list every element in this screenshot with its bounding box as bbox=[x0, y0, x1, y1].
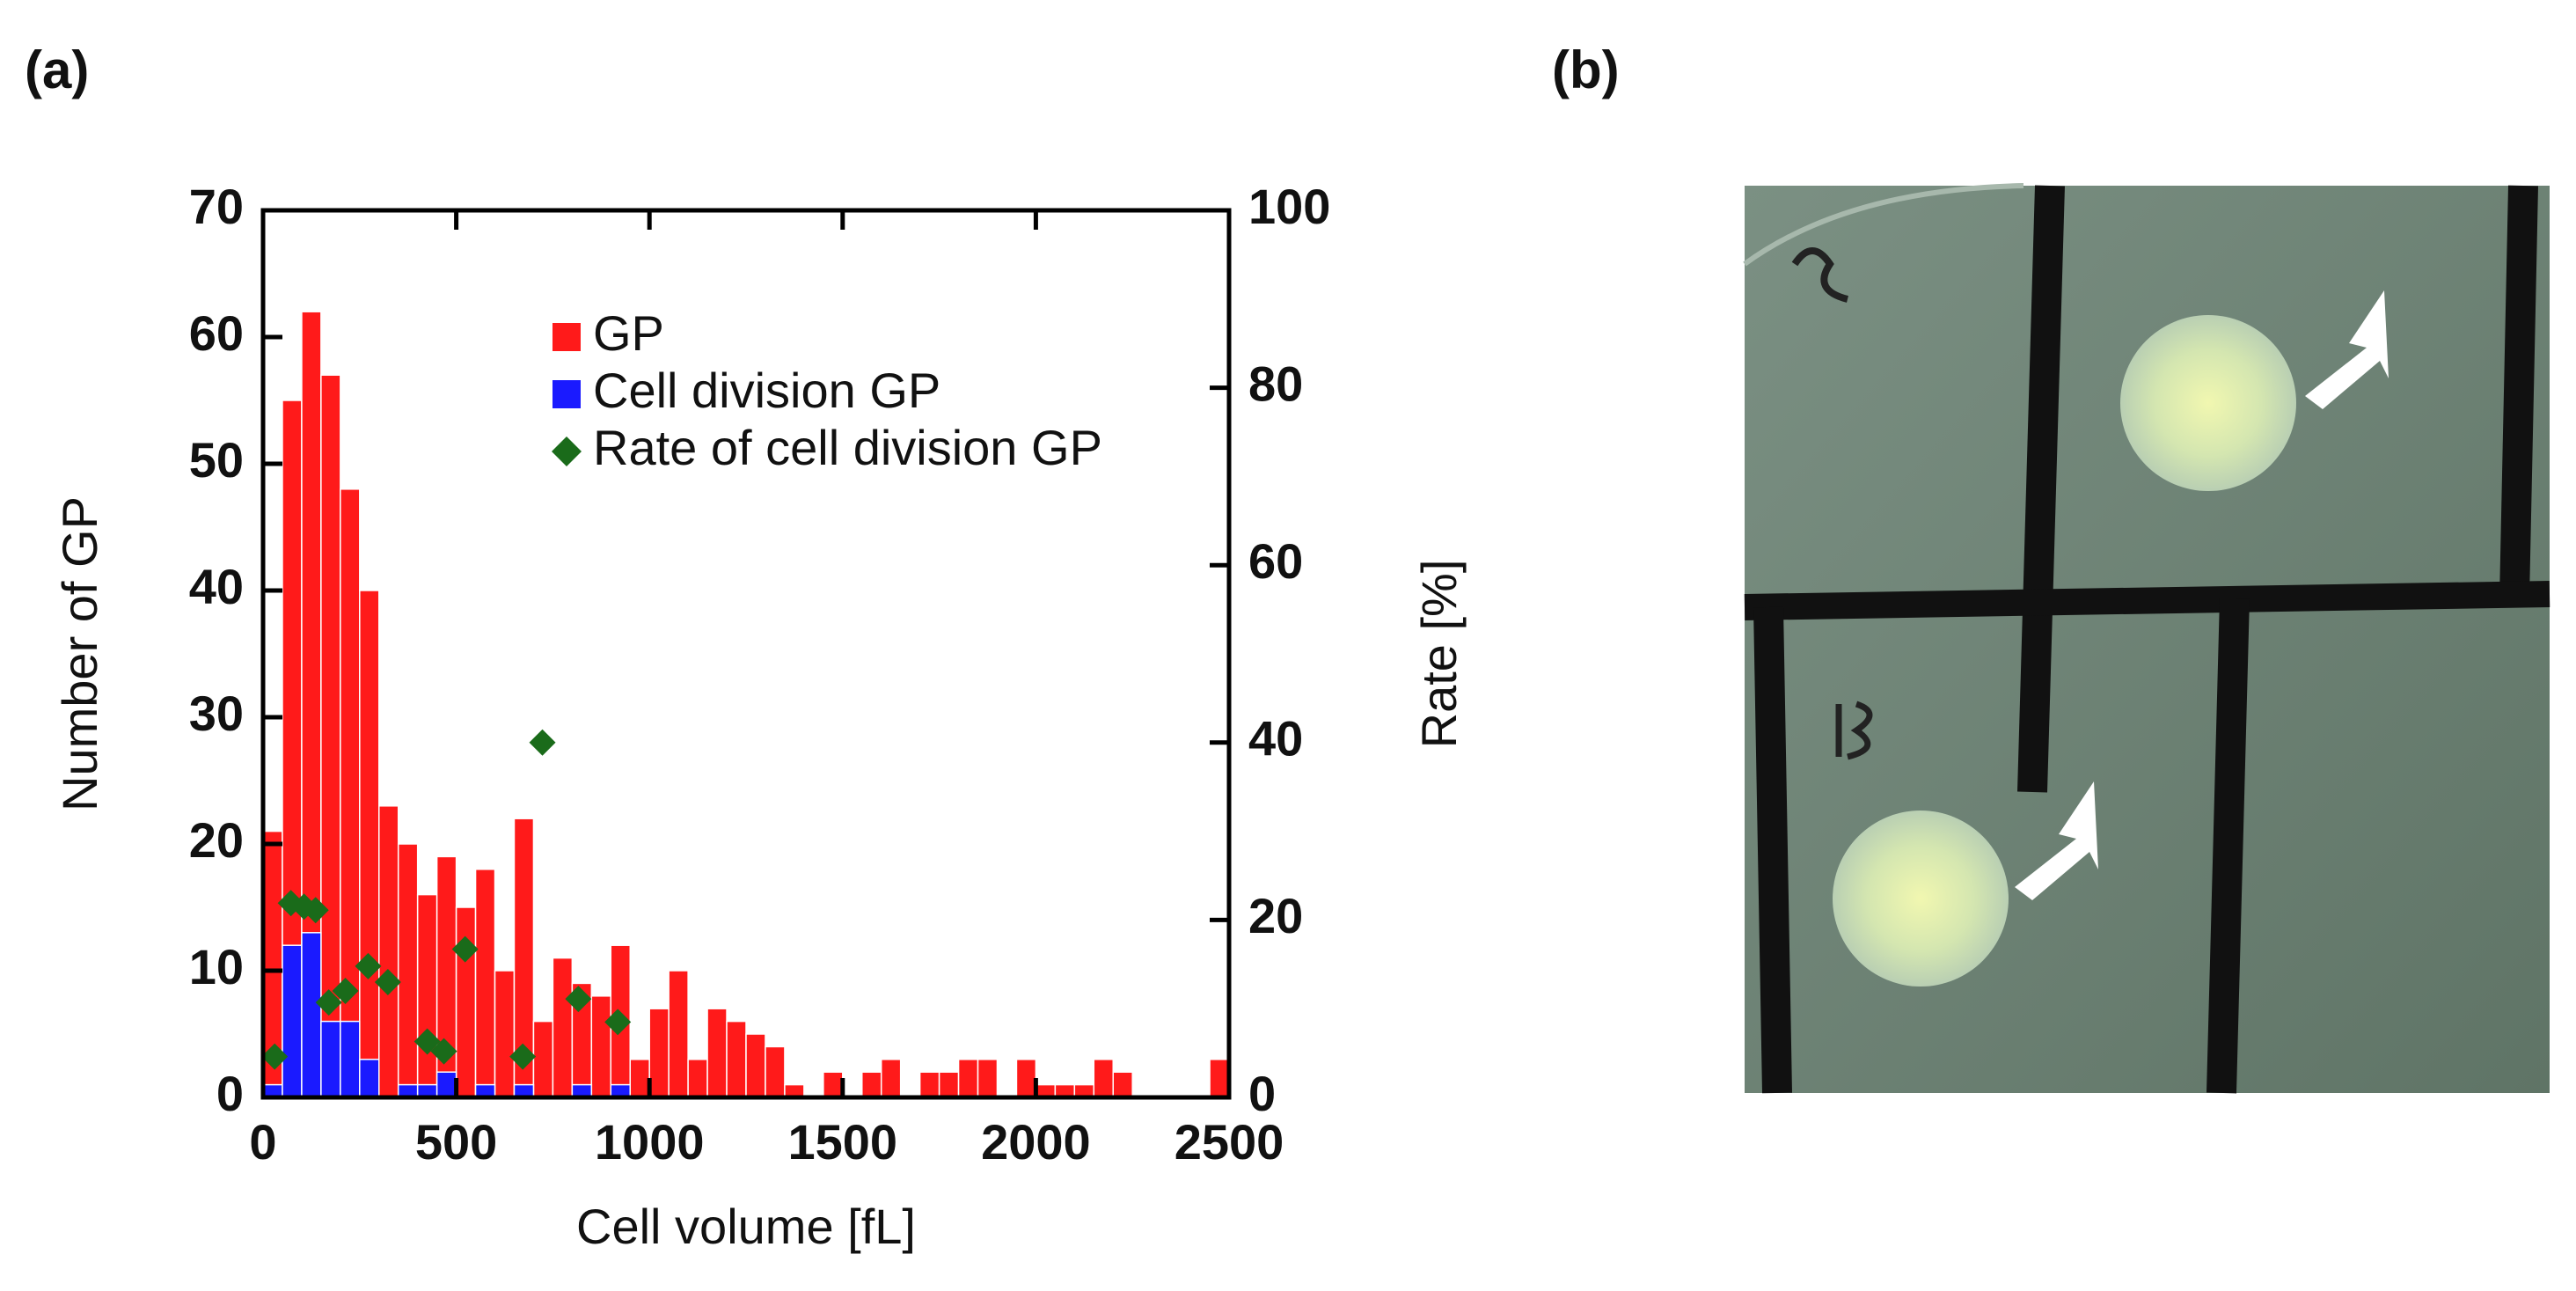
point bbox=[565, 986, 592, 1013]
legend-label: Rate of cell division GP bbox=[593, 420, 1102, 475]
bar bbox=[687, 1059, 708, 1098]
x-tick-label: 500 bbox=[415, 1114, 497, 1170]
y-tick-label: 50 bbox=[189, 432, 244, 488]
y2-tick-label: 80 bbox=[1248, 356, 1303, 411]
bar bbox=[1015, 1059, 1037, 1098]
x-axis-label: Cell volume [fL] bbox=[576, 1199, 916, 1254]
point bbox=[302, 897, 329, 924]
bar bbox=[726, 1020, 747, 1098]
bar bbox=[455, 906, 477, 1098]
bar bbox=[1093, 1059, 1114, 1098]
point bbox=[315, 989, 342, 1016]
bar bbox=[706, 1008, 728, 1098]
bar bbox=[861, 1071, 882, 1098]
y2-tick-label: 100 bbox=[1248, 179, 1330, 234]
bar bbox=[359, 590, 380, 1098]
bar bbox=[397, 843, 419, 1098]
bar bbox=[648, 1008, 670, 1098]
y2-axis-label: Rate [%] bbox=[1411, 560, 1467, 749]
point bbox=[509, 1043, 537, 1070]
bar bbox=[474, 869, 496, 1098]
y-tick-label: 70 bbox=[189, 179, 244, 234]
bar bbox=[765, 1045, 786, 1098]
y-axis-label: Number of GP bbox=[52, 496, 107, 811]
bar bbox=[880, 1059, 902, 1098]
y2-tick-label: 20 bbox=[1248, 888, 1303, 943]
x-tick-label: 1000 bbox=[595, 1114, 705, 1170]
panel-label: (b) bbox=[1552, 40, 1620, 99]
bar bbox=[340, 488, 361, 1098]
legend-marker bbox=[553, 380, 581, 408]
point bbox=[261, 1043, 289, 1070]
bar bbox=[320, 1020, 341, 1098]
panel-label: (a) bbox=[25, 40, 89, 99]
y-tick-label: 20 bbox=[189, 812, 244, 868]
bar bbox=[938, 1071, 960, 1098]
point bbox=[430, 1038, 457, 1065]
plot-frame bbox=[260, 208, 1232, 1100]
bar bbox=[1209, 1059, 1230, 1098]
bar bbox=[918, 1071, 940, 1098]
bar bbox=[552, 957, 574, 1098]
point bbox=[355, 952, 382, 979]
bar bbox=[1112, 1071, 1133, 1098]
legend-label: Cell division GP bbox=[593, 363, 940, 418]
bar bbox=[668, 970, 689, 1098]
x-tick-label: 0 bbox=[249, 1114, 276, 1170]
y-tick-label: 10 bbox=[189, 939, 244, 994]
y-tick-label: 30 bbox=[189, 686, 244, 741]
bar bbox=[416, 893, 438, 1098]
bar bbox=[301, 932, 322, 1098]
bar bbox=[957, 1059, 979, 1098]
bar bbox=[745, 1033, 766, 1098]
bar bbox=[494, 970, 516, 1098]
bar bbox=[359, 1059, 380, 1098]
bar bbox=[977, 1059, 999, 1098]
legend-marker bbox=[552, 436, 582, 466]
bar bbox=[629, 1059, 650, 1098]
bar bbox=[590, 995, 612, 1098]
legend-label: GP bbox=[593, 305, 664, 361]
y-tick-label: 40 bbox=[189, 559, 244, 614]
x-tick-label: 1500 bbox=[788, 1114, 898, 1170]
point bbox=[374, 968, 401, 995]
y-tick-label: 0 bbox=[216, 1066, 244, 1121]
y-tick-label: 60 bbox=[189, 305, 244, 361]
y2-tick-label: 0 bbox=[1248, 1066, 1276, 1121]
bar bbox=[340, 1020, 361, 1098]
bar bbox=[378, 805, 399, 1098]
point bbox=[451, 935, 479, 963]
y2-tick-label: 60 bbox=[1248, 533, 1303, 589]
x-tick-label: 2500 bbox=[1175, 1114, 1284, 1170]
bar bbox=[532, 1020, 554, 1098]
y2-tick-label: 40 bbox=[1248, 711, 1303, 767]
bar bbox=[823, 1071, 844, 1098]
point bbox=[529, 729, 556, 756]
bar bbox=[435, 1071, 457, 1098]
legend-marker bbox=[553, 323, 581, 351]
point bbox=[332, 978, 359, 1005]
x-tick-label: 2000 bbox=[981, 1114, 1091, 1170]
photo bbox=[1743, 183, 2550, 1094]
point bbox=[604, 1009, 632, 1036]
bar bbox=[282, 944, 303, 1098]
